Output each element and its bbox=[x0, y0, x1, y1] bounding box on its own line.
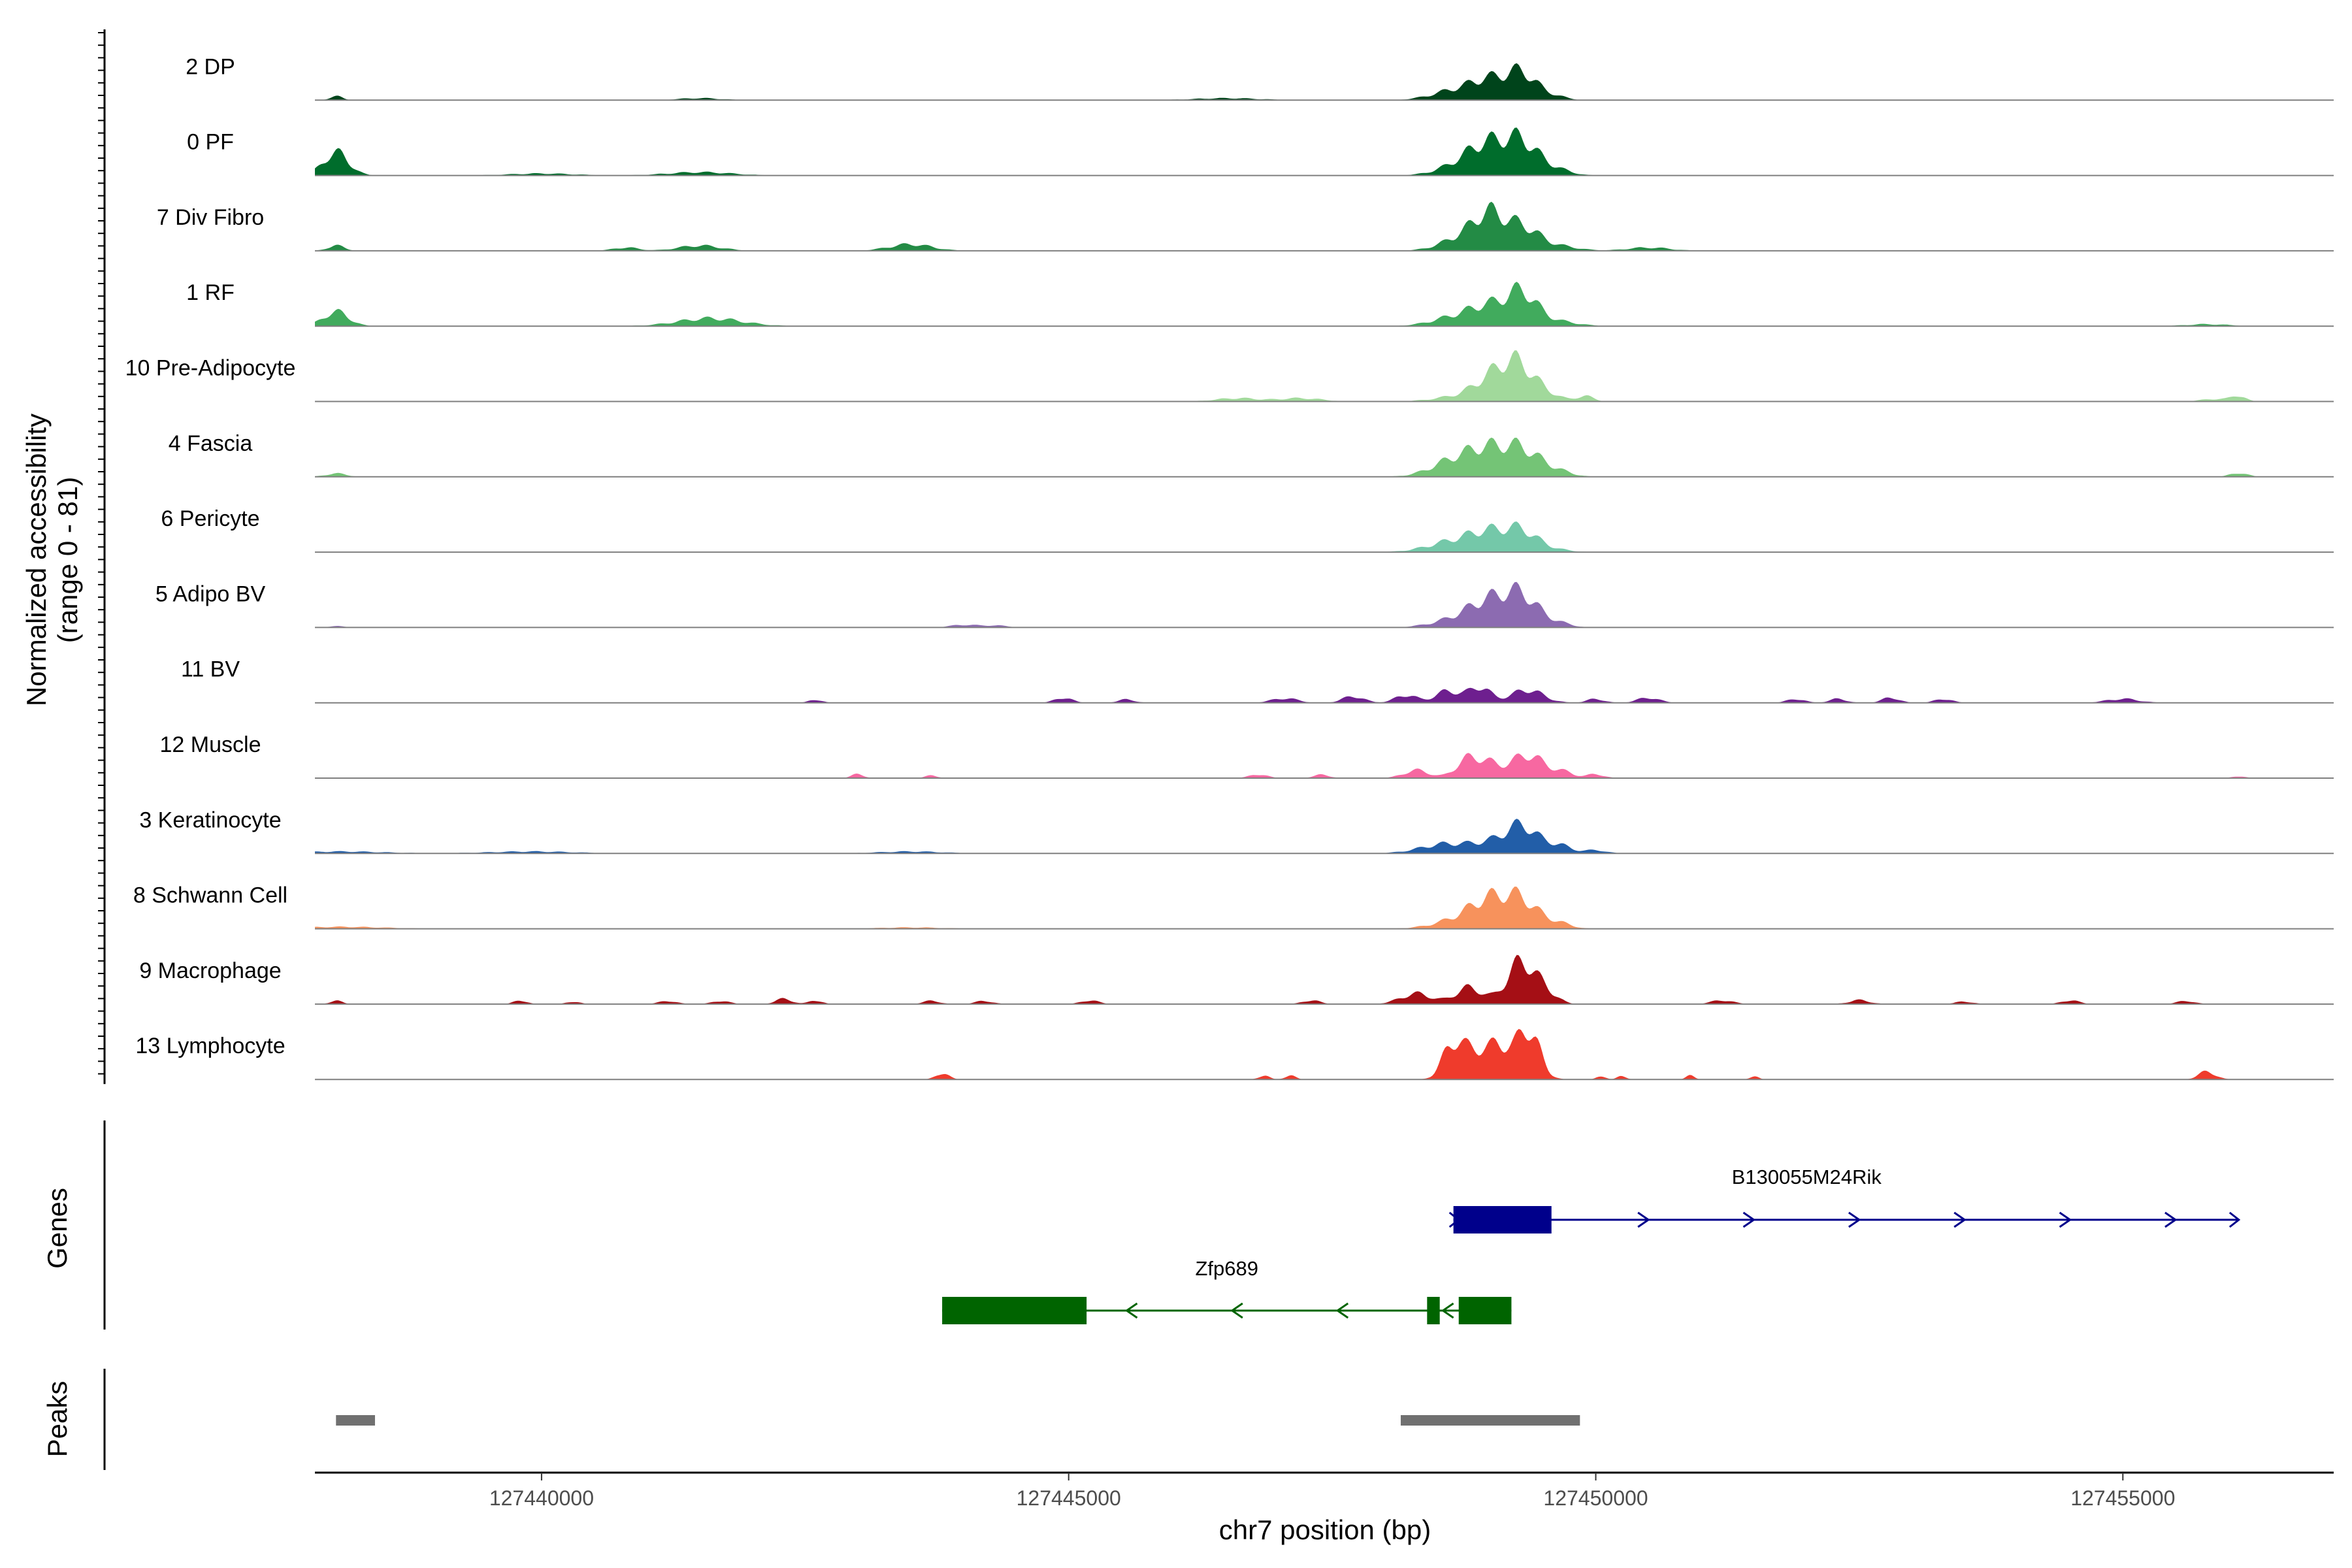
gene-exon bbox=[1427, 1297, 1440, 1324]
coverage-tracks: 2 DP 0 PF 7 Div Fibro 1 RF 10 Pre-Adipocyte 4… bbox=[98, 29, 2334, 1085]
peak-region bbox=[336, 1415, 375, 1426]
track-4-fascia: 4 Fascia bbox=[169, 431, 2334, 478]
coverage-area bbox=[315, 581, 2334, 628]
track-7-div-fibro: 7 Div Fibro bbox=[157, 201, 2334, 252]
track-label: 8 Schwann Cell bbox=[133, 883, 287, 908]
strand-arrow bbox=[1124, 1302, 1138, 1319]
strand-arrow bbox=[1953, 1211, 1967, 1228]
gene-exon bbox=[942, 1297, 1087, 1324]
x-axis-title: chr7 position (bp) bbox=[1219, 1514, 1431, 1545]
strand-arrow bbox=[1742, 1211, 1756, 1228]
gene-exon bbox=[1453, 1206, 1552, 1233]
peaks-section-label: Peaks bbox=[42, 1381, 73, 1458]
coverage-area bbox=[315, 955, 2334, 1004]
track-11-bv: 11 BV bbox=[181, 657, 2334, 704]
coverage-area bbox=[315, 687, 2334, 703]
track-10-pre-adipocyte: 10 Pre-Adipocyte bbox=[125, 350, 2334, 402]
track-8-schwann-cell: 8 Schwann Cell bbox=[133, 883, 2334, 930]
coverage-area bbox=[315, 887, 2334, 929]
strand-arrow bbox=[2164, 1211, 2178, 1228]
track-label: 12 Muscle bbox=[160, 732, 261, 757]
coverage-area bbox=[315, 201, 2334, 251]
track-label: 0 PF bbox=[187, 130, 234, 155]
coverage-area bbox=[315, 437, 2334, 477]
track-5-adipo-bv: 5 Adipo BV bbox=[155, 581, 2334, 629]
coverage-area bbox=[315, 350, 2334, 402]
track-12-muscle: 12 Muscle bbox=[160, 732, 2334, 779]
x-axis: 127440000 127445000 127450000 127455000 bbox=[315, 1471, 2334, 1510]
coverage-area bbox=[315, 521, 2334, 553]
strand-arrow bbox=[1441, 1302, 1454, 1319]
peak-region bbox=[1400, 1415, 1580, 1426]
strand-arrow bbox=[1230, 1302, 1243, 1319]
track-1-rf: 1 RF bbox=[186, 280, 2334, 327]
gene-track: B130055M24Rik Zfp689 bbox=[103, 1120, 2241, 1330]
x-tick-label: 127445000 bbox=[1017, 1486, 1121, 1510]
gene-b130055m24rik: B130055M24Rik bbox=[1448, 1166, 2241, 1233]
coverage-area bbox=[315, 1028, 2334, 1080]
track-0-pf: 0 PF bbox=[187, 127, 2334, 176]
gene-label: B130055M24Rik bbox=[1732, 1166, 1882, 1188]
genes-section-label: Genes bbox=[42, 1188, 73, 1269]
track-label: 1 RF bbox=[186, 280, 235, 305]
coverage-area bbox=[315, 753, 2334, 778]
strand-arrow bbox=[1335, 1302, 1349, 1319]
gene-exon bbox=[1458, 1297, 1512, 1324]
track-label: 11 BV bbox=[181, 657, 240, 682]
y-axis-title-line-2: (range 0 - 81) bbox=[52, 477, 83, 643]
track-label: 6 Pericyte bbox=[161, 506, 259, 531]
track-label: 2 DP bbox=[186, 54, 235, 79]
gene-zfp689: Zfp689 bbox=[942, 1257, 1512, 1324]
track-label: 10 Pre-Adipocyte bbox=[125, 356, 296, 381]
track-2-dp: 2 DP bbox=[186, 54, 2334, 101]
x-tick-label: 127455000 bbox=[2070, 1486, 2175, 1510]
track-label: 4 Fascia bbox=[169, 431, 253, 456]
y-axis-title-line-1: Normalized accessibility bbox=[21, 414, 52, 706]
track-label: 13 Lymphocyte bbox=[135, 1034, 285, 1058]
track-13-lymphocyte: 13 Lymphocyte bbox=[135, 1028, 2334, 1081]
strand-arrow bbox=[1637, 1211, 1650, 1228]
strand-arrow bbox=[1848, 1211, 1861, 1228]
coverage-area bbox=[315, 63, 2334, 101]
track-label: 3 Keratinocyte bbox=[139, 808, 281, 832]
track-9-macrophage: 9 Macrophage bbox=[139, 955, 2334, 1005]
strand-arrow bbox=[2229, 1211, 2241, 1228]
track-label: 5 Adipo BV bbox=[155, 581, 266, 606]
coverage-area bbox=[315, 127, 2334, 176]
x-tick-label: 127440000 bbox=[489, 1486, 594, 1510]
gene-label: Zfp689 bbox=[1195, 1257, 1258, 1280]
coverage-area bbox=[315, 819, 2334, 854]
track-6-pericyte: 6 Pericyte bbox=[161, 506, 2334, 553]
track-label: 9 Macrophage bbox=[139, 958, 281, 983]
track-label: 7 Div Fibro bbox=[157, 205, 264, 230]
coverage-area bbox=[315, 282, 2334, 327]
strand-arrow bbox=[2059, 1211, 2072, 1228]
x-tick-label: 127450000 bbox=[1543, 1486, 1648, 1510]
track-3-keratinocyte: 3 Keratinocyte bbox=[139, 808, 2334, 855]
peak-track bbox=[103, 1369, 1580, 1470]
